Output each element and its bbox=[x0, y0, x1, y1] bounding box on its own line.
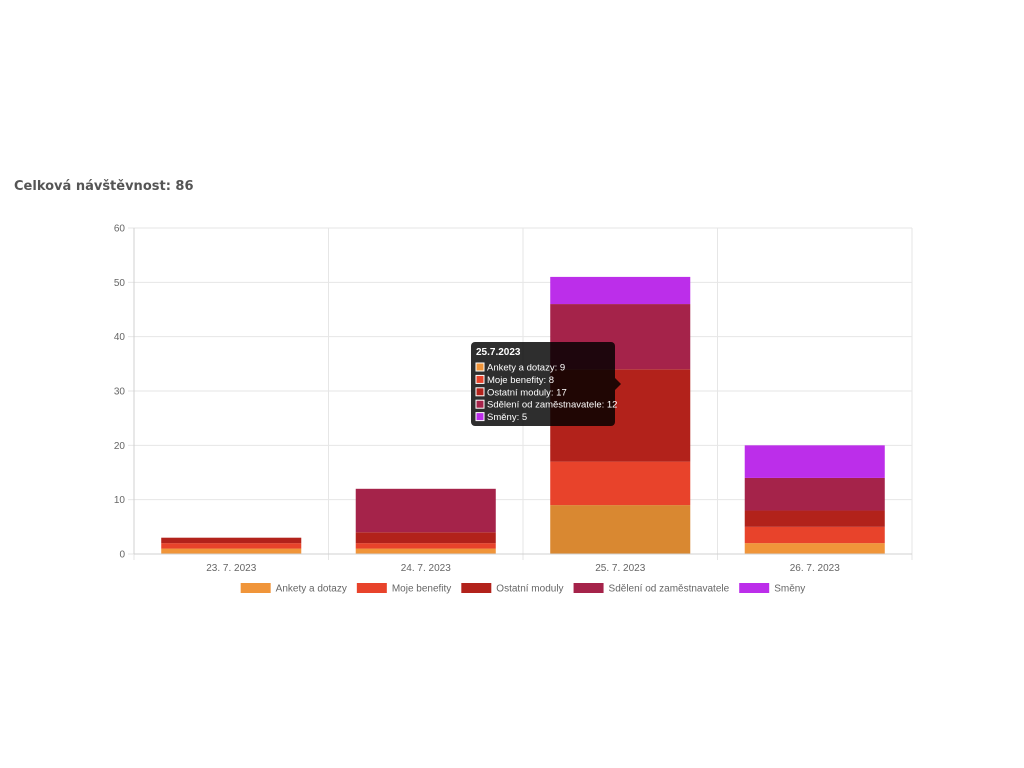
bar-segment[interactable] bbox=[550, 461, 691, 506]
tooltip-line: Ankety a dotazy: 9 bbox=[487, 363, 565, 374]
tooltip-swatch bbox=[475, 387, 485, 397]
y-tick-label: 50 bbox=[114, 278, 126, 289]
page-title: Celková návštěvnost: 86 bbox=[14, 179, 194, 194]
bar-segment[interactable] bbox=[744, 510, 885, 527]
bar-segment[interactable] bbox=[550, 505, 691, 554]
legend-label[interactable]: Sdělení od zaměstnavatele bbox=[609, 584, 730, 595]
bar-segment[interactable] bbox=[744, 477, 885, 511]
tooltip-line: Sdělení od zaměstnavatele: 12 bbox=[487, 400, 617, 411]
tooltip-swatch bbox=[475, 374, 485, 384]
tooltip-swatch bbox=[475, 362, 485, 372]
bar-segment[interactable] bbox=[355, 532, 496, 544]
y-tick-label: 10 bbox=[114, 495, 126, 506]
bar-segment[interactable] bbox=[161, 543, 302, 549]
tooltip-box bbox=[471, 342, 615, 426]
bar-segment[interactable] bbox=[744, 526, 885, 544]
legend-swatch[interactable] bbox=[240, 583, 271, 593]
tooltip-line: Moje benefity: 8 bbox=[487, 375, 554, 386]
legend-swatch[interactable] bbox=[356, 583, 387, 593]
y-tick-label: 0 bbox=[119, 550, 125, 561]
legend-swatch[interactable] bbox=[573, 583, 604, 593]
tooltip-swatch bbox=[475, 399, 485, 409]
legend-label[interactable]: Ostatní moduly bbox=[496, 584, 563, 595]
tooltip-caret bbox=[615, 378, 621, 390]
legend-label[interactable]: Ankety a dotazy bbox=[276, 584, 347, 595]
y-tick-label: 60 bbox=[114, 224, 126, 235]
tooltip-title: 25.7.2023 bbox=[476, 347, 521, 358]
legend-label[interactable]: Moje benefity bbox=[392, 584, 451, 595]
tooltip-line: Směny: 5 bbox=[487, 412, 527, 423]
y-tick-label: 20 bbox=[114, 441, 126, 452]
legend-swatch[interactable] bbox=[461, 583, 492, 593]
tooltip-line: Ostatní moduly: 17 bbox=[487, 387, 567, 398]
tooltip-swatch bbox=[475, 412, 485, 422]
bar-segment[interactable] bbox=[355, 488, 496, 533]
bar-stacks bbox=[161, 276, 885, 554]
bar-segment[interactable] bbox=[161, 537, 302, 544]
axes: 0 10 20 30 40 50 60 23. 7. 2023 24. 7. 2023 25. 7… bbox=[114, 224, 912, 574]
x-tick-label: 25. 7. 2023 bbox=[595, 563, 645, 574]
bar-segment[interactable] bbox=[355, 548, 496, 554]
bar-segment[interactable] bbox=[550, 276, 691, 305]
legend-swatch[interactable] bbox=[739, 583, 770, 593]
legend: Ankety a dotazy Moje benefity Ostatní modu… bbox=[240, 583, 805, 595]
bar-segment[interactable] bbox=[744, 543, 885, 554]
bar-segment[interactable] bbox=[355, 543, 496, 549]
y-tick-label: 40 bbox=[114, 332, 126, 343]
y-tick-label: 30 bbox=[114, 387, 126, 398]
x-tick-label: 26. 7. 2023 bbox=[790, 563, 840, 574]
x-tick-label: 23. 7. 2023 bbox=[206, 563, 256, 574]
legend-label[interactable]: Směny bbox=[774, 584, 805, 595]
x-tick-label: 24. 7. 2023 bbox=[401, 563, 451, 574]
bar-segment[interactable] bbox=[744, 445, 885, 478]
bar-segment[interactable] bbox=[161, 548, 302, 554]
